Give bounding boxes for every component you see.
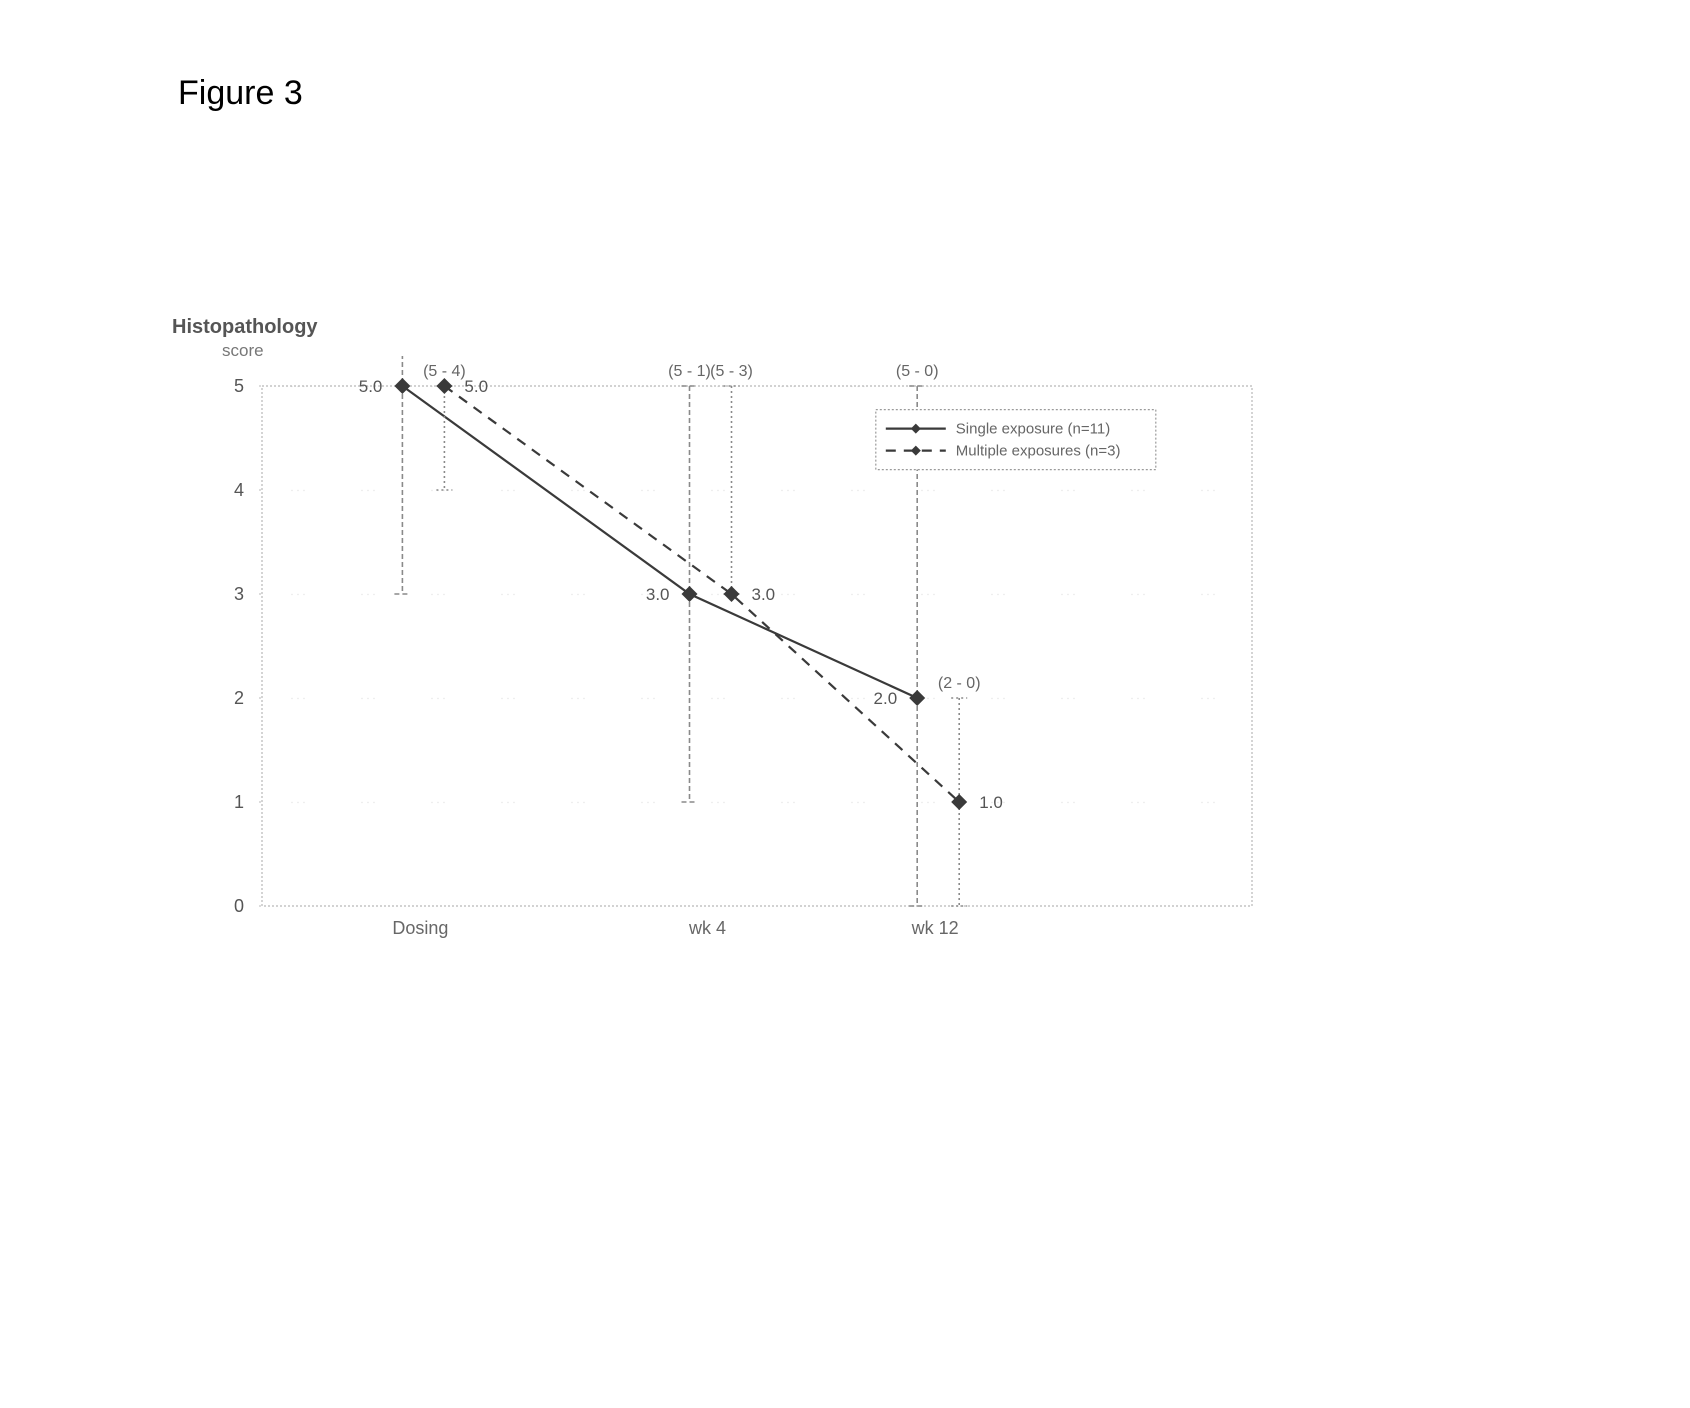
svg-text:5.0: 5.0	[464, 377, 488, 396]
svg-text:5.0: 5.0	[359, 377, 383, 396]
svg-text:4: 4	[234, 480, 244, 500]
svg-text:3.0: 3.0	[752, 585, 776, 604]
svg-text:(5 - 0): (5 - 0)	[896, 363, 939, 380]
svg-text:3: 3	[234, 584, 244, 604]
y-axis-title: Histopathology	[172, 316, 352, 339]
y-axis-subtitle: score	[222, 341, 264, 361]
histopathology-chart: Histopathology score 012345Dosingwk 4wk …	[172, 356, 1292, 966]
svg-text:Multiple exposures (n=3): Multiple exposures (n=3)	[956, 443, 1121, 460]
svg-text:Single exposure (n=11): Single exposure (n=11)	[956, 421, 1110, 438]
svg-text:2: 2	[234, 688, 244, 708]
svg-text:(5 - 3): (5 - 3)	[710, 363, 753, 380]
svg-text:(5 - 4): (5 - 4)	[423, 363, 466, 380]
svg-text:2.0: 2.0	[874, 689, 898, 708]
svg-text:3.0: 3.0	[646, 585, 670, 604]
svg-text:5: 5	[234, 376, 244, 396]
chart-svg: 012345Dosingwk 4wk 125.0(6 - 3)3.0(5 - 1…	[172, 356, 1292, 966]
svg-text:wk 12: wk 12	[911, 918, 959, 938]
svg-text:1.0: 1.0	[979, 793, 1003, 812]
svg-text:(5 - 1): (5 - 1)	[668, 363, 711, 380]
svg-text:wk 4: wk 4	[688, 918, 726, 938]
svg-text:Dosing: Dosing	[392, 918, 448, 938]
svg-text:0: 0	[234, 896, 244, 916]
svg-text:(2 - 0): (2 - 0)	[938, 675, 981, 692]
figure-title: Figure 3	[178, 74, 303, 113]
svg-text:1: 1	[234, 792, 244, 812]
